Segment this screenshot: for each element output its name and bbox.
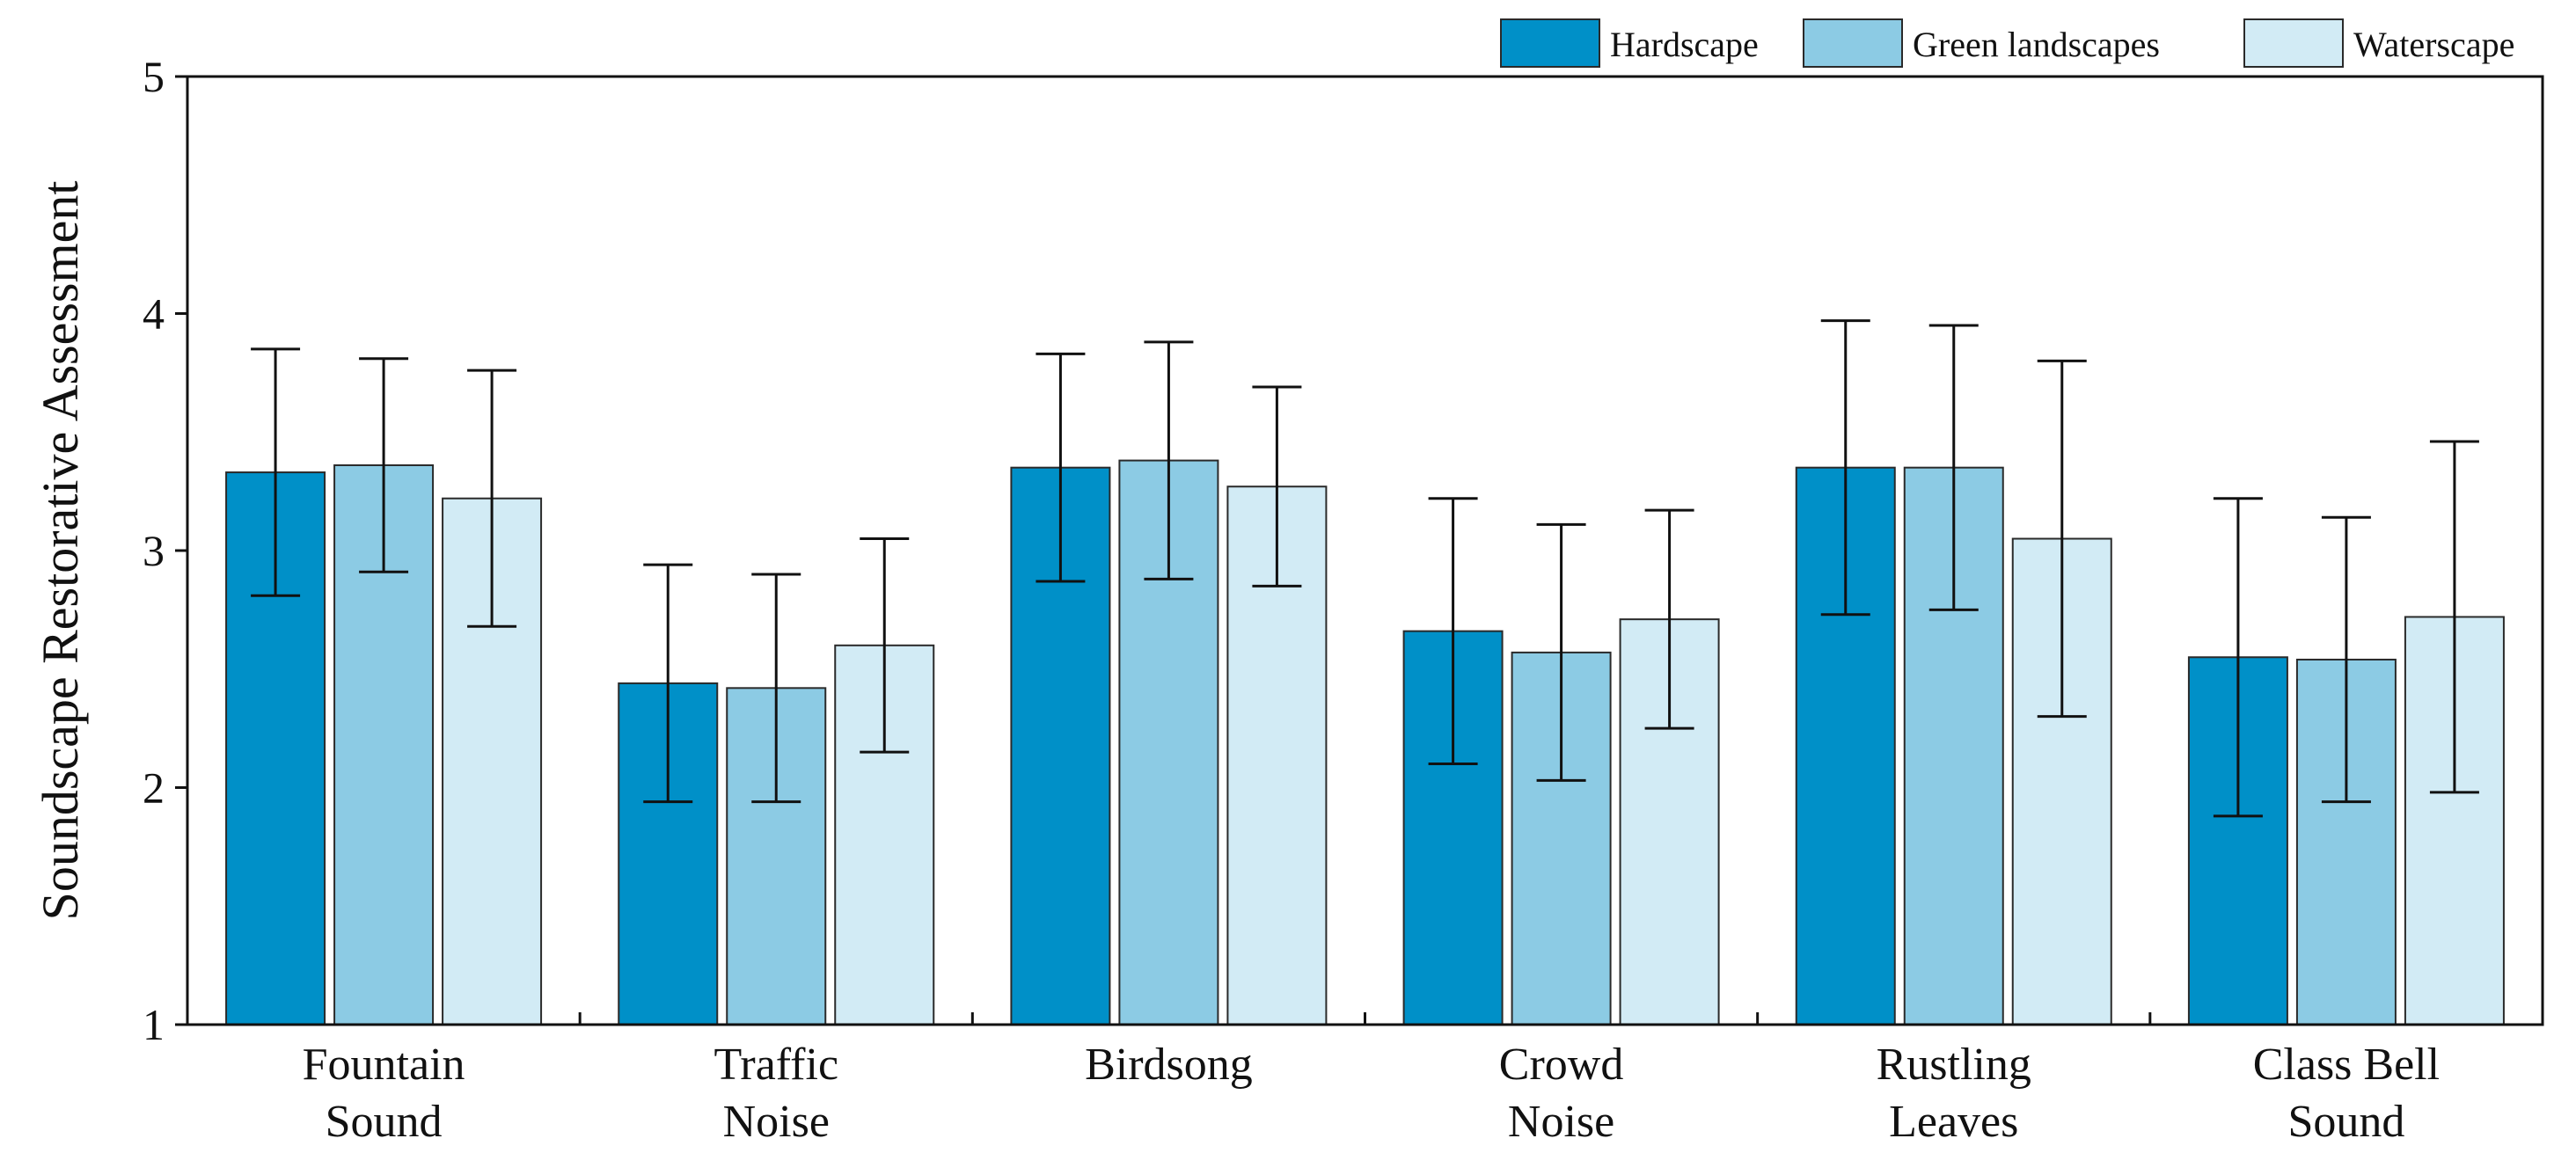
y-axis-label: Soundscape Restorative Assessment (32, 181, 89, 921)
legend-swatch (1803, 18, 1903, 68)
y-tick-label: 4 (143, 289, 165, 339)
x-tick-label: Crowd (1499, 1040, 1624, 1090)
y-tick-label: 3 (143, 526, 165, 575)
x-tick-label: Rustling (1877, 1040, 2031, 1090)
y-tick-label: 5 (143, 52, 165, 101)
x-tick-label: Sound (326, 1097, 443, 1147)
x-tick-label: Birdsong (1085, 1040, 1253, 1090)
x-tick-label: Class Bell (2253, 1040, 2440, 1090)
y-tick-label: 2 (143, 763, 165, 813)
x-tick-label: Fountain (303, 1040, 465, 1090)
y-tick-label: 1 (143, 1000, 165, 1049)
legend-label: Waterscape (2353, 25, 2514, 64)
legend-swatch (2243, 18, 2344, 68)
x-tick-label: Sound (2287, 1097, 2404, 1147)
x-tick-label: Noise (723, 1097, 830, 1147)
legend-swatch (1500, 18, 1600, 68)
x-tick-label: Leaves (1889, 1097, 2018, 1147)
x-tick-label: Traffic (714, 1040, 838, 1090)
legend-label: Hardscape (1610, 25, 1759, 64)
legend-label: Green landscapes (1913, 25, 2160, 64)
x-tick-label: Noise (1508, 1097, 1614, 1147)
